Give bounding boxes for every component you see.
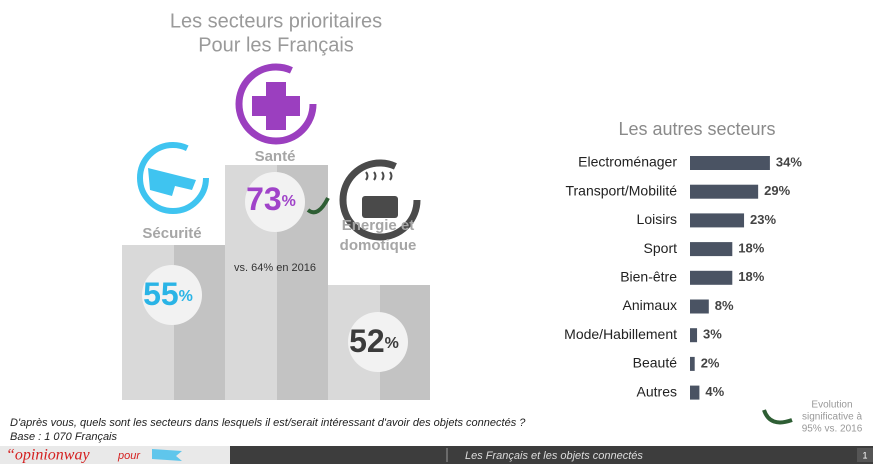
bar <box>690 156 770 170</box>
value-number: 73 <box>246 181 282 217</box>
category-label: Autres <box>637 383 677 399</box>
value-unit: % <box>179 288 193 305</box>
bar <box>690 270 733 285</box>
value-circle <box>348 312 408 372</box>
evolution-arrow <box>306 197 330 215</box>
sector-note: vs. 64% en 2016 <box>234 262 316 274</box>
value-circle <box>245 172 305 232</box>
radiator-icon <box>362 196 398 218</box>
legend-text: significative à <box>802 412 862 423</box>
category-label: Electroménager <box>578 154 677 170</box>
page-box <box>857 448 873 462</box>
security-icon-ring <box>137 142 209 214</box>
category-label: Bien-être <box>620 269 677 285</box>
brand-logo <box>152 449 182 461</box>
bar <box>690 242 733 257</box>
brand: “opinionway <box>6 447 90 464</box>
sector-label: domotique <box>340 237 417 254</box>
bar <box>690 356 695 371</box>
sector-value: 73% <box>246 181 296 217</box>
bar <box>690 385 700 400</box>
legend-text: Evolution <box>811 400 852 411</box>
sector-label: Energie et <box>342 217 415 234</box>
value-label: 18% <box>738 269 764 284</box>
energy-icon-ring <box>339 159 421 241</box>
value-label: 3% <box>703 327 722 342</box>
podium-title: Les secteurs prioritaires <box>170 10 382 32</box>
sector-label: Santé <box>255 148 296 165</box>
category-label: Beauté <box>633 355 678 371</box>
category-label: Animaux <box>623 297 677 313</box>
value-unit: % <box>282 193 296 210</box>
value-unit: % <box>385 335 399 352</box>
sector-value: 55% <box>143 276 193 312</box>
bar <box>690 213 745 228</box>
value-label: 23% <box>750 212 776 227</box>
subject: Les Français et les objets connectés <box>465 450 643 462</box>
heat-icon <box>365 171 393 181</box>
sector-value: 52% <box>349 323 399 359</box>
value-circle <box>142 265 202 325</box>
podium-title: Pour les Français <box>198 34 354 56</box>
value-number: 52 <box>349 323 385 359</box>
value-label: 8% <box>715 298 734 313</box>
value-label: 34% <box>776 154 802 169</box>
bar <box>690 328 698 343</box>
health-icon-ring <box>235 63 317 145</box>
legend-arrow <box>762 409 793 425</box>
category-label: Mode/Habillement <box>564 326 677 342</box>
sector-label: Sécurité <box>142 225 201 242</box>
value-label: 29% <box>764 183 790 198</box>
value-label: 2% <box>701 355 720 370</box>
category-label: Sport <box>644 240 678 256</box>
page-number: 1 <box>862 450 867 460</box>
cross-icon <box>252 82 300 130</box>
base: Base : 1 070 Français <box>10 431 118 443</box>
chart-title: Les autres secteurs <box>618 119 775 139</box>
bar <box>690 299 709 314</box>
category-label: Loisirs <box>637 211 677 227</box>
question: D'après vous, quels sont les secteurs da… <box>10 417 526 429</box>
brand-pour: pour <box>117 450 141 462</box>
value-label: 18% <box>738 241 764 256</box>
category-label: Transport/Mobilité <box>565 182 677 198</box>
camera-icon <box>148 168 196 196</box>
bar <box>690 184 759 199</box>
value-label: 4% <box>705 384 724 399</box>
value-number: 55 <box>143 276 179 312</box>
legend-text: 95% vs. 2016 <box>802 424 863 435</box>
